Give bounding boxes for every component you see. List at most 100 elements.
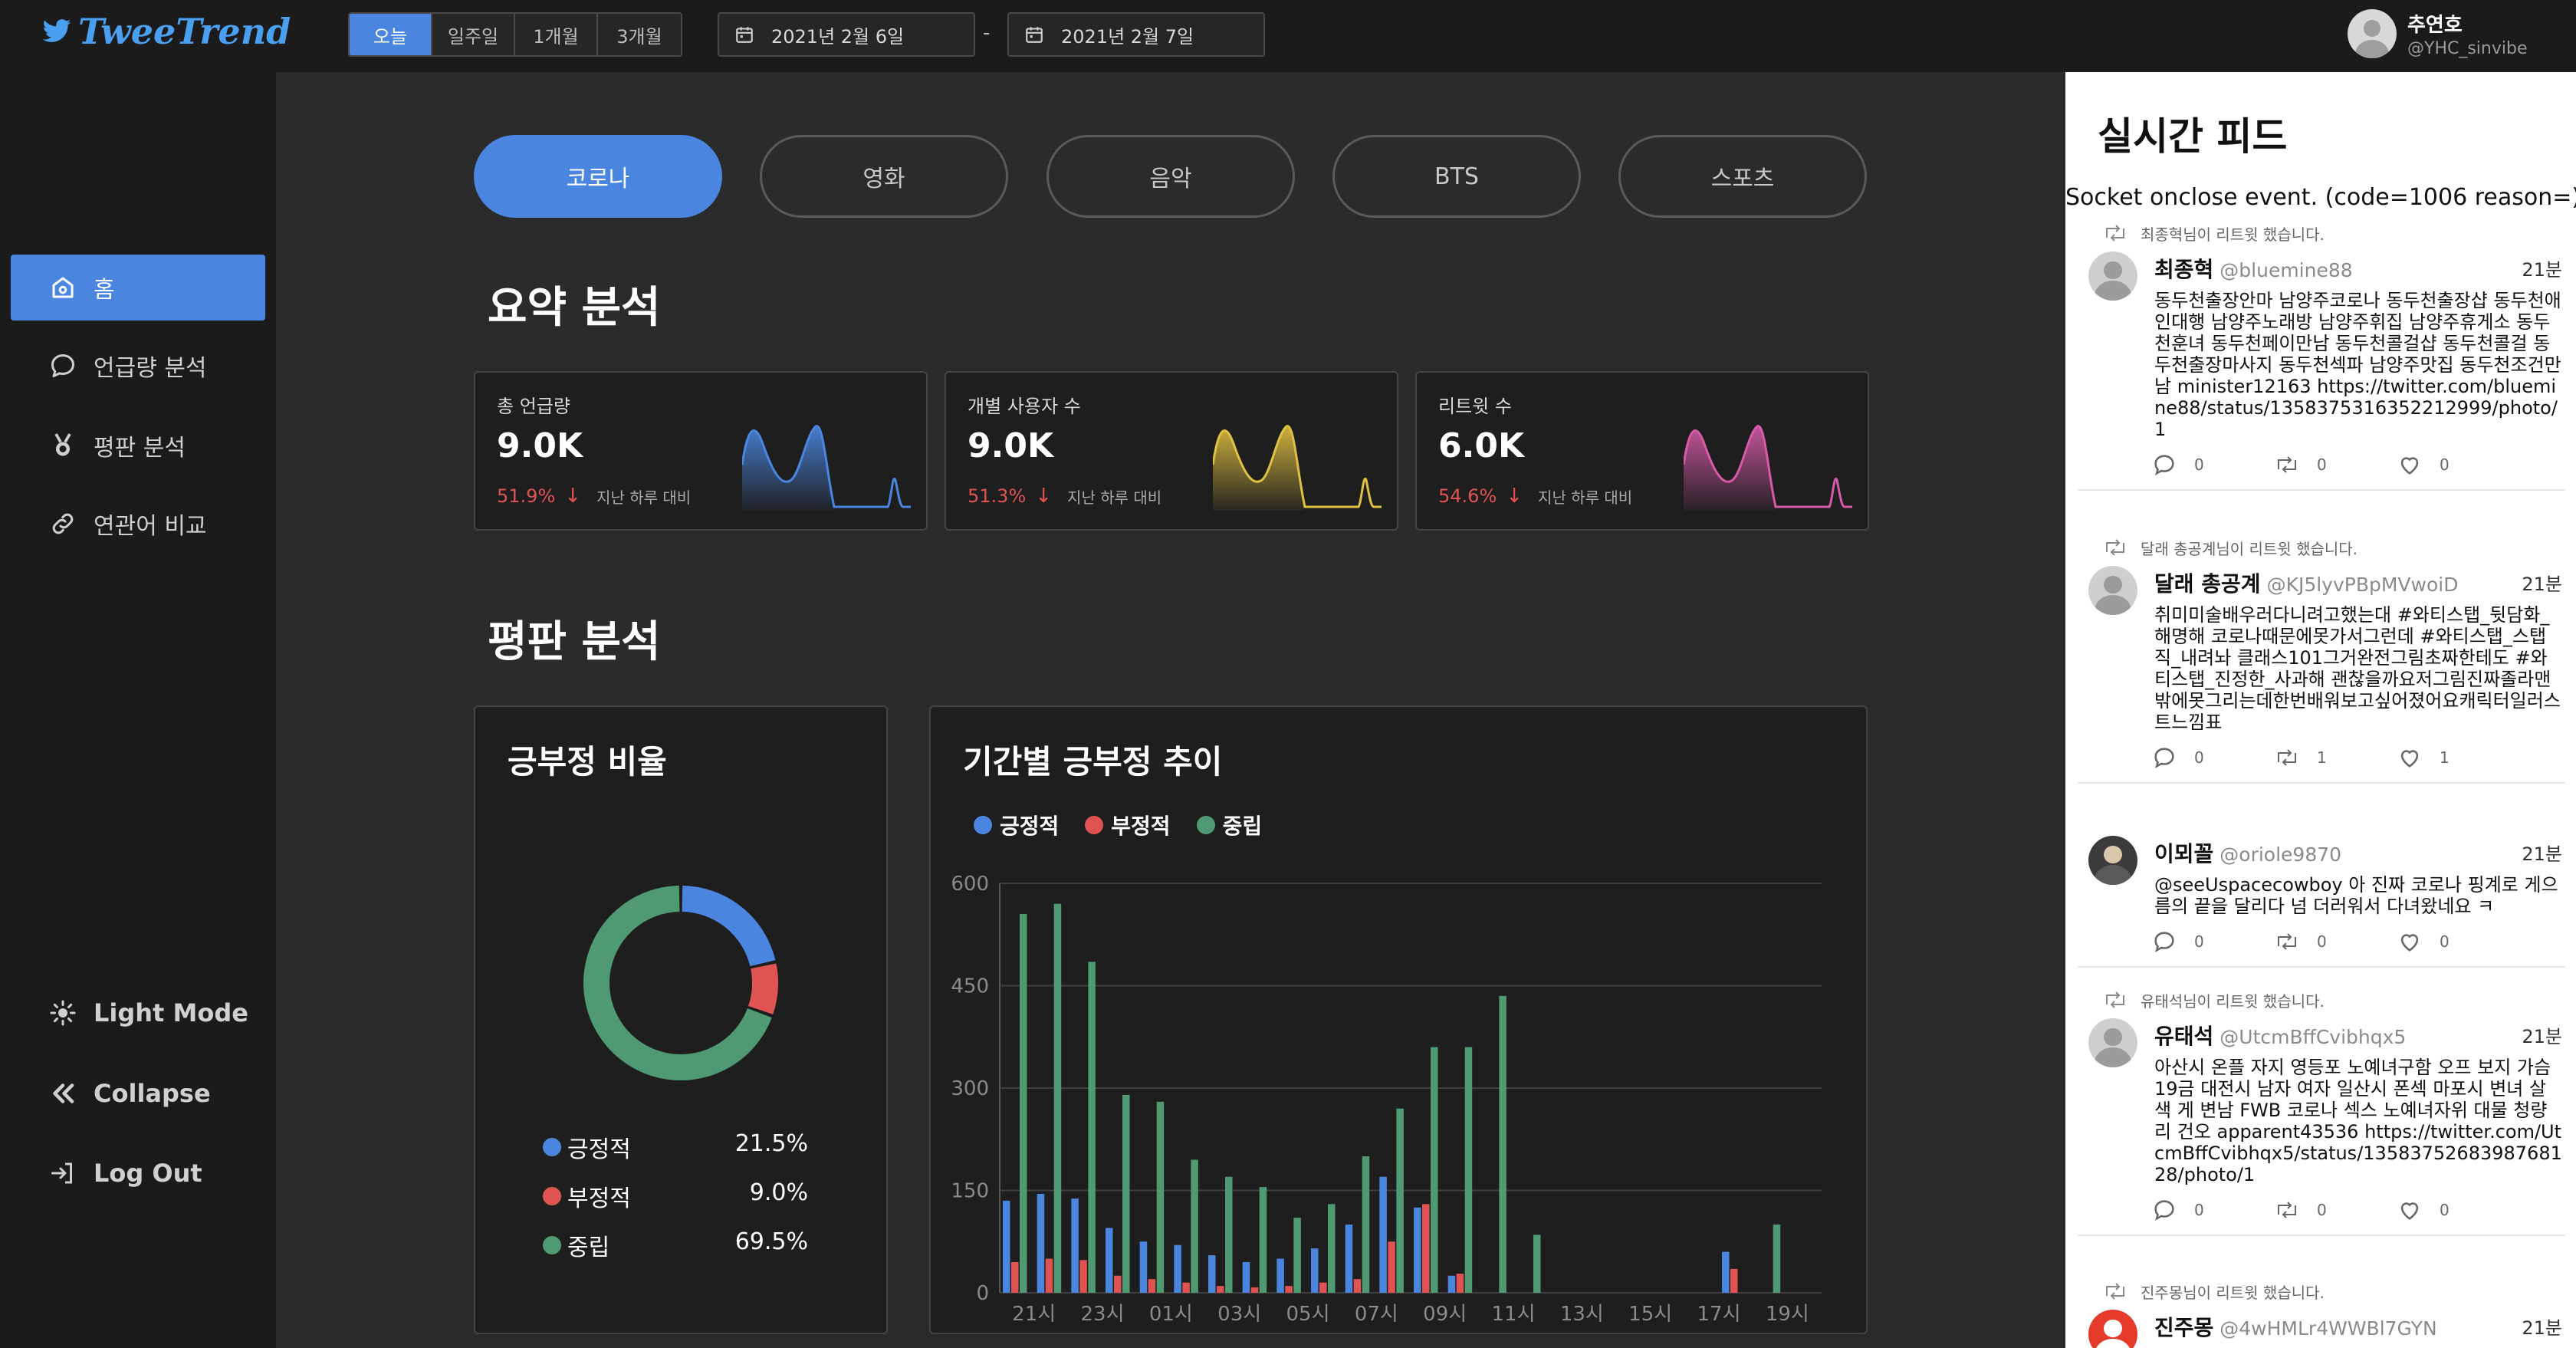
date-end-input[interactable]: 2021년 2월 7일 <box>1007 12 1265 57</box>
tweet-item[interactable]: 최종혁님이 리트윗 했습니다. 최종혁 @bluemine88 21분 동두천출장… <box>2078 218 2565 491</box>
bar-negative-13[interactable] <box>1422 1204 1430 1293</box>
avatar[interactable] <box>2088 1018 2137 1067</box>
range-tab-week[interactable]: 일주일 <box>432 14 515 55</box>
tweet-item[interactable]: 유태석님이 리트윗 했습니다. 유태석 @UtcmBffCvibhqx5 21분 … <box>2078 985 2565 1236</box>
reply-button[interactable]: 0 <box>2151 929 2274 955</box>
bar-neutral-14[interactable] <box>1464 1047 1473 1293</box>
topic-button-music[interactable]: 음악 <box>1046 135 1295 218</box>
bar-neutral-11[interactable] <box>1362 1156 1370 1293</box>
bar-neutral-16[interactable] <box>1533 1235 1541 1293</box>
like-button[interactable]: 1 <box>2397 745 2519 771</box>
bar-positive-8[interactable] <box>1242 1261 1250 1293</box>
tweet-author[interactable]: 이뫼꼴 @oriole9870 <box>2154 837 2341 868</box>
avatar[interactable] <box>2088 566 2137 615</box>
sidebar-item-mentions[interactable]: 언급량 분석 <box>11 333 265 399</box>
bar-negative-1[interactable] <box>1011 1261 1019 1293</box>
reply-button[interactable]: 0 <box>2151 745 2274 771</box>
bar-neutral-1[interactable] <box>1020 914 1027 1293</box>
legend-item-negative[interactable]: 부정적 <box>1085 810 1171 840</box>
collapse-button[interactable]: Collapse <box>11 1063 265 1124</box>
tweet-item[interactable]: 이뫼꼴 @oriole9870 21분 @seeUspacecowboy 아 진짜… <box>2078 825 2565 968</box>
bar-negative-14[interactable] <box>1456 1274 1464 1293</box>
bar-positive-9[interactable] <box>1276 1258 1284 1294</box>
bar-negative-2[interactable] <box>1045 1258 1053 1294</box>
bar-negative-5[interactable] <box>1148 1279 1156 1293</box>
retweet-button[interactable]: 0 <box>2274 1197 2397 1223</box>
bar-negative-10[interactable] <box>1319 1282 1327 1293</box>
bar-positive-10[interactable] <box>1311 1248 1319 1293</box>
topic-button-sports[interactable]: 스포츠 <box>1618 135 1867 218</box>
like-button[interactable]: 0 <box>2397 452 2519 478</box>
bar-neutral-8[interactable] <box>1259 1187 1267 1293</box>
bar-positive-6[interactable] <box>1174 1244 1181 1293</box>
avatar[interactable] <box>2088 252 2137 301</box>
bar-positive-11[interactable] <box>1345 1225 1353 1293</box>
bar-neutral-5[interactable] <box>1156 1101 1165 1293</box>
range-tab-3months[interactable]: 3개월 <box>598 14 681 55</box>
bar-negative-12[interactable] <box>1388 1241 1395 1293</box>
bar-positive-1[interactable] <box>1003 1200 1010 1293</box>
tweet-author[interactable]: 달래 총공계 @KJ5lyvPBpMVwoiD <box>2154 567 2458 598</box>
avatar[interactable] <box>2088 836 2137 885</box>
reply-button[interactable]: 0 <box>2151 1197 2274 1223</box>
range-tab-today[interactable]: 오늘 <box>350 14 432 55</box>
user-profile[interactable]: 추연호 @YHC_sinvibe <box>2348 9 2528 58</box>
bar-neutral-13[interactable] <box>1431 1047 1438 1293</box>
bar-neutral-7[interactable] <box>1225 1176 1233 1293</box>
bar-positive-22[interactable] <box>1722 1251 1730 1293</box>
bar-negative-6[interactable] <box>1182 1282 1190 1293</box>
logout-button[interactable]: Log Out <box>11 1143 265 1204</box>
topic-button-corona[interactable]: 코로나 <box>474 135 722 218</box>
donut-slice-3[interactable] <box>583 886 772 1080</box>
bar-positive-14[interactable] <box>1447 1275 1456 1293</box>
bar-negative-7[interactable] <box>1217 1286 1224 1293</box>
bar-negative-22[interactable] <box>1730 1268 1738 1293</box>
bar-neutral-6[interactable] <box>1191 1159 1198 1293</box>
app-logo[interactable]: TweeTrend <box>40 11 291 52</box>
reply-button[interactable]: 0 <box>2151 452 2274 478</box>
tweet-author[interactable]: 유태석 @UtcmBffCvibhqx5 <box>2154 1020 2406 1050</box>
avatar[interactable] <box>2088 1310 2137 1348</box>
topic-button-bts[interactable]: BTS <box>1332 135 1581 218</box>
bar-positive-5[interactable] <box>1139 1241 1148 1293</box>
retweet-button[interactable]: 0 <box>2274 452 2397 478</box>
tweet-item[interactable]: 달래 총공계님이 리트윗 했습니다. 달래 총공계 @KJ5lyvPBpMVwoi… <box>2078 532 2565 784</box>
bar-negative-4[interactable] <box>1114 1275 1122 1293</box>
bar-neutral-12[interactable] <box>1396 1108 1404 1293</box>
donut-slice-2[interactable] <box>748 963 778 1014</box>
bar-neutral-9[interactable] <box>1293 1218 1301 1293</box>
bar-neutral-3[interactable] <box>1088 962 1096 1293</box>
legend-item-positive[interactable]: 긍정적 <box>974 810 1059 840</box>
sidebar-item-related-words[interactable]: 연관어 비교 <box>11 491 265 557</box>
bar-neutral-4[interactable] <box>1122 1094 1130 1293</box>
bar-positive-3[interactable] <box>1071 1198 1079 1293</box>
bar-positive-12[interactable] <box>1379 1176 1387 1293</box>
bar-neutral-2[interactable] <box>1053 903 1062 1293</box>
bar-negative-3[interactable] <box>1079 1260 1087 1293</box>
like-button[interactable]: 0 <box>2397 1197 2519 1223</box>
topic-button-movie[interactable]: 영화 <box>760 135 1008 218</box>
sidebar-item-reputation[interactable]: 평판 분석 <box>11 413 265 478</box>
donut-slice-1[interactable] <box>682 886 776 967</box>
bar-positive-4[interactable] <box>1106 1228 1113 1293</box>
bar-neutral-23[interactable] <box>1773 1225 1781 1293</box>
bar-negative-11[interactable] <box>1353 1279 1362 1293</box>
tweet-item[interactable]: 진주몽님이 리트윗 했습니다. 진주몽 @4wHMLr4WWBl7GYN 21분 <box>2078 1276 2565 1348</box>
bar-positive-13[interactable] <box>1414 1207 1421 1293</box>
retweet-button[interactable]: 0 <box>2274 929 2397 955</box>
range-tab-month[interactable]: 1개월 <box>515 14 598 55</box>
tweet-author[interactable]: 진주몽 @4wHMLr4WWBl7GYN <box>2154 1311 2437 1342</box>
legend-item-neutral[interactable]: 중립 <box>1196 810 1262 840</box>
light-mode-toggle[interactable]: Light Mode <box>11 982 265 1044</box>
bar-positive-2[interactable] <box>1037 1193 1045 1293</box>
like-button[interactable]: 0 <box>2397 929 2519 955</box>
bar-positive-7[interactable] <box>1208 1255 1216 1293</box>
date-start-input[interactable]: 2021년 2월 6일 <box>718 12 975 57</box>
retweet-button[interactable]: 1 <box>2274 745 2397 771</box>
bar-negative-9[interactable] <box>1285 1286 1293 1293</box>
bar-neutral-15[interactable] <box>1499 995 1506 1293</box>
bar-negative-8[interactable] <box>1250 1287 1259 1293</box>
sidebar-item-home[interactable]: 홈 <box>11 255 265 321</box>
tweet-author[interactable]: 최종혁 @bluemine88 <box>2154 253 2353 284</box>
bar-neutral-10[interactable] <box>1328 1204 1336 1293</box>
